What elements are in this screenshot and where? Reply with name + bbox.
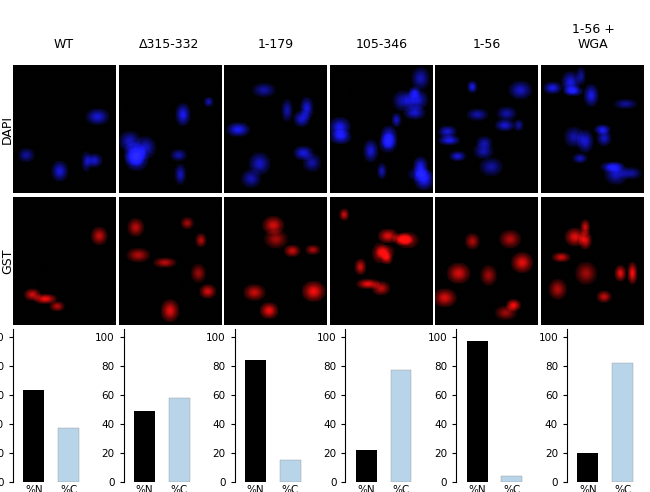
Bar — [169, 398, 190, 482]
Text: 1-179: 1-179 — [257, 37, 293, 51]
Text: WT: WT — [53, 37, 73, 51]
Bar — [501, 476, 522, 482]
Text: Δ315-332: Δ315-332 — [139, 37, 200, 51]
Text: 1-56: 1-56 — [473, 37, 501, 51]
Text: 105-346: 105-346 — [355, 37, 407, 51]
Bar — [391, 370, 411, 482]
Bar — [245, 360, 266, 482]
Bar — [280, 461, 301, 482]
Bar — [356, 450, 377, 482]
Bar — [612, 363, 633, 482]
Bar — [577, 453, 599, 482]
Text: 1-56 +
WGA: 1-56 + WGA — [571, 23, 614, 51]
Y-axis label: DAPI: DAPI — [1, 115, 14, 144]
Bar — [58, 429, 79, 482]
Y-axis label: GST: GST — [1, 248, 14, 274]
Bar — [23, 391, 44, 482]
Bar — [135, 411, 155, 482]
Bar — [467, 341, 488, 482]
